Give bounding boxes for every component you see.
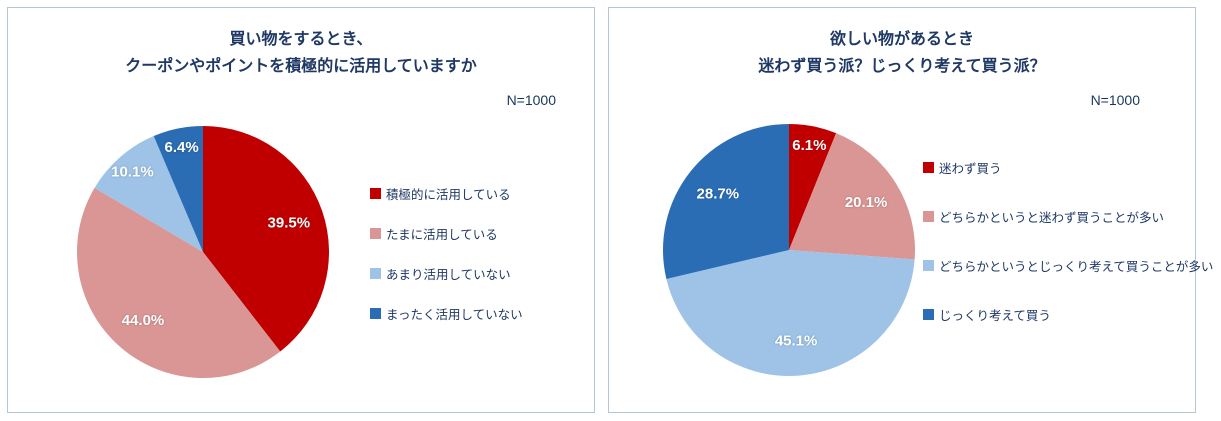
- legend-label: どちらかというとじっくり考えて買うことが多い: [939, 260, 1214, 274]
- slice-data-label-3: 28.7%: [697, 186, 740, 203]
- legend-item: まったく活用していない: [370, 304, 523, 323]
- pie-slice-2: [94, 136, 203, 252]
- legend-label: 迷わず買う: [939, 162, 1002, 176]
- chart-title-line1: 買い物をするとき、: [229, 31, 373, 48]
- slice-data-label-2: 45.1%: [775, 332, 818, 349]
- legend: 迷わず買うどちらかというと迷わず買うことが多いどちらかというとじっくり考えて買う…: [923, 158, 1213, 324]
- chart-panel-coupon-usage: 買い物をするとき、 クーポンやポイントを積極的に活用していますか N=1000 …: [7, 7, 595, 413]
- chart-title-line2: 迷わず買う派？じっくり考えて買う派？: [758, 58, 1046, 75]
- chart-title-line1: 欲しい物があるとき: [829, 31, 974, 48]
- slice-data-label-0: 39.5%: [268, 215, 311, 232]
- legend-item: どちらかというとじっくり考えて買うことが多い: [923, 256, 1213, 275]
- pie-slice-1: [77, 187, 281, 379]
- slice-data-label-1: 44.0%: [122, 312, 165, 329]
- pie-chart: 6.1% 20.1% 45.1% 28.7%: [663, 124, 915, 376]
- legend-swatch-icon: [370, 188, 381, 199]
- sample-size-label: N=1000: [506, 92, 556, 108]
- sample-size-label: N=1000: [1090, 92, 1140, 108]
- legend-swatch-icon: [923, 309, 934, 320]
- slice-data-label-3: 6.4%: [164, 139, 198, 156]
- chart-title-line2: クーポンやポイントを積極的に活用していますか: [125, 58, 477, 75]
- legend-item: たまに活用している: [370, 224, 523, 243]
- slice-data-label-0: 6.1%: [792, 137, 826, 154]
- pie-slice-3: [663, 124, 789, 280]
- slice-data-label-1: 20.1%: [845, 194, 888, 211]
- legend-label: あまり活用していない: [386, 268, 511, 282]
- legend-label: どちらかというと迷わず買うことが多い: [939, 211, 1165, 225]
- pie-slice-0: [789, 124, 837, 250]
- legend-swatch-icon: [370, 308, 381, 319]
- legend-item: 積極的に活用している: [370, 184, 523, 203]
- legend-label: 積極的に活用している: [386, 188, 511, 202]
- legend-label: じっくり考えて買う: [939, 309, 1051, 323]
- legend: 積極的に活用している たまに活用している あまり活用していない まったく活用していない: [370, 184, 523, 323]
- chart-title: 買い物をするとき、 クーポンやポイントを積極的に活用していますか: [8, 8, 594, 80]
- legend-swatch-icon: [370, 268, 381, 279]
- chart-panel-buying-style: 欲しい物があるとき 迷わず買う派？じっくり考えて買う派？ N=1000 6.1%…: [608, 7, 1213, 413]
- slice-data-label-2: 10.1%: [111, 163, 154, 180]
- legend-item: 迷わず買う: [923, 158, 1213, 177]
- legend-label: まったく活用していない: [386, 308, 523, 322]
- legend-item: じっくり考えて買う: [923, 305, 1213, 324]
- pie-slice-3: [153, 126, 203, 252]
- pie-slice-0: [203, 126, 330, 352]
- legend-item: どちらかというと迷わず買うことが多い: [923, 207, 1213, 226]
- legend-swatch-icon: [923, 211, 934, 222]
- pie-slice-2: [666, 250, 915, 376]
- chart-title: 欲しい物があるとき 迷わず買う派？じっくり考えて買う派？: [609, 8, 1195, 80]
- legend-label: たまに活用している: [386, 228, 498, 242]
- legend-swatch-icon: [370, 228, 381, 239]
- pie-slice-1: [789, 133, 915, 260]
- legend-swatch-icon: [923, 162, 934, 173]
- pie-chart: 39.5% 44.0% 10.1% 6.4%: [77, 126, 330, 379]
- legend-swatch-icon: [923, 260, 934, 271]
- legend-item: あまり活用していない: [370, 264, 523, 283]
